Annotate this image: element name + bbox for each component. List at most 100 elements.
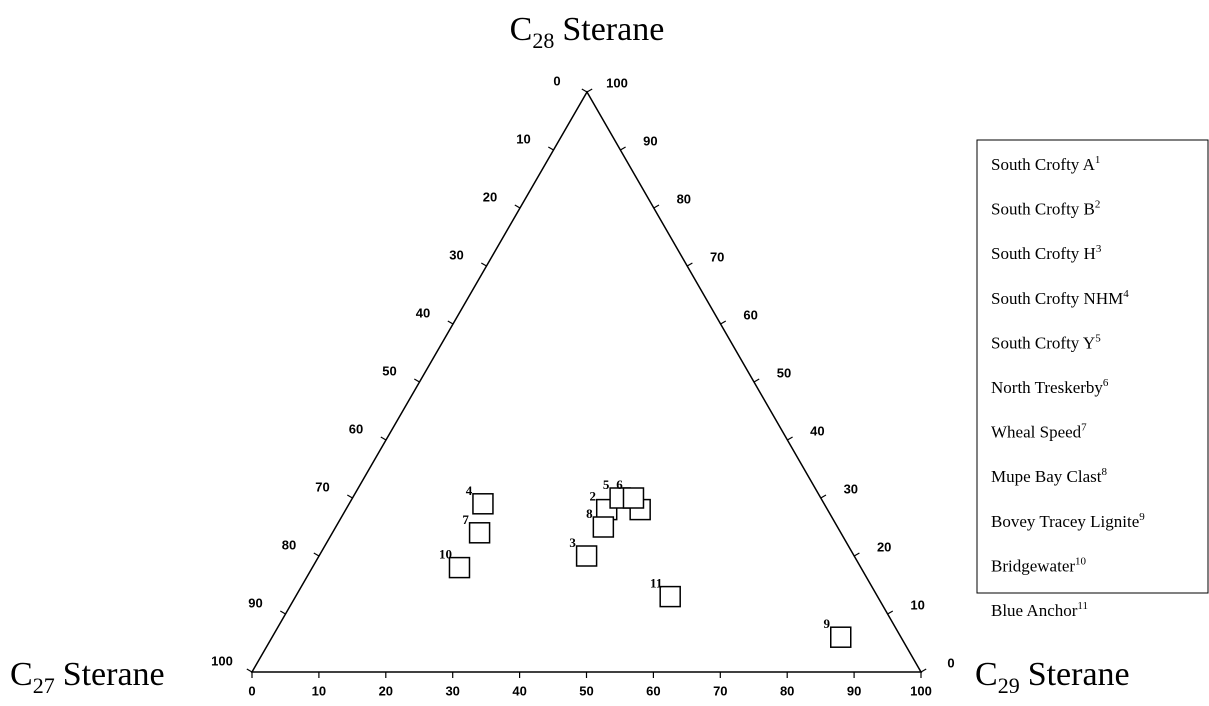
tick-label: 40 bbox=[810, 423, 824, 438]
legend-name: South Crofty NHM bbox=[991, 289, 1123, 308]
tick-label: 90 bbox=[847, 683, 861, 698]
legend-name: South Crofty H bbox=[991, 244, 1096, 263]
tick-mark bbox=[920, 668, 927, 673]
point-label: 8 bbox=[586, 506, 593, 521]
tick-label: 50 bbox=[382, 363, 396, 378]
tick-label: 10 bbox=[516, 131, 530, 146]
legend-superscript: 4 bbox=[1123, 287, 1129, 299]
tick-label: 20 bbox=[379, 683, 393, 698]
title-prefix: C bbox=[975, 656, 998, 693]
tick-label: 10 bbox=[910, 597, 924, 612]
point-label: 4 bbox=[466, 483, 473, 498]
tick-mark bbox=[414, 378, 420, 383]
tick-label: 50 bbox=[579, 683, 593, 698]
legend-entry: South Crofty B2 bbox=[991, 198, 1100, 218]
tick-label: 80 bbox=[780, 683, 794, 698]
triangle bbox=[250, 90, 923, 673]
legend-superscript: 5 bbox=[1095, 332, 1101, 344]
legend-superscript: 7 bbox=[1081, 421, 1087, 433]
title-subscript: 28 bbox=[532, 28, 554, 53]
legend-box bbox=[976, 139, 1209, 594]
data-point bbox=[830, 626, 852, 648]
tick-label: 60 bbox=[646, 683, 660, 698]
data-point bbox=[592, 516, 615, 538]
tick-label: 80 bbox=[677, 191, 691, 206]
data-point bbox=[468, 522, 491, 544]
legend-superscript: 2 bbox=[1095, 198, 1101, 210]
legend-entry: South Crofty A1 bbox=[991, 154, 1100, 174]
top-axis-title: C28 Sterane bbox=[510, 11, 665, 53]
tick-label: 60 bbox=[349, 421, 363, 436]
tick-label: 20 bbox=[483, 189, 497, 204]
legend-superscript: 9 bbox=[1139, 510, 1145, 522]
legend-entry: Blue Anchor11 bbox=[991, 600, 1088, 620]
legend-name: South Crofty A bbox=[991, 155, 1096, 174]
legend-superscript: 8 bbox=[1102, 466, 1108, 478]
tick-label: 40 bbox=[512, 683, 526, 698]
data-point bbox=[622, 487, 645, 509]
point-label: 11 bbox=[650, 576, 662, 591]
tick-mark bbox=[586, 88, 593, 93]
tick-mark bbox=[887, 610, 894, 615]
point-label: 10 bbox=[439, 547, 452, 562]
tick-mark bbox=[581, 88, 588, 93]
title-prefix: C bbox=[510, 11, 533, 48]
right-axis-title: C29 Sterane bbox=[975, 656, 1130, 698]
legend-superscript: 1 bbox=[1095, 154, 1101, 166]
legend-entry: Mupe Bay Clast8 bbox=[991, 466, 1108, 486]
title-subscript: 29 bbox=[998, 673, 1020, 698]
title-name: Sterane bbox=[63, 656, 165, 693]
data-point bbox=[472, 493, 494, 515]
title-subscript: 27 bbox=[33, 673, 55, 698]
legend-entry: Bridgewater10 bbox=[991, 555, 1087, 575]
tick-mark bbox=[753, 378, 760, 383]
point-label: 9 bbox=[824, 616, 831, 631]
tick-mark bbox=[653, 204, 660, 209]
tick-label: 90 bbox=[248, 595, 262, 610]
legend-entry: Wheal Speed7 bbox=[991, 421, 1087, 441]
tick-label: 30 bbox=[844, 481, 858, 496]
tick-label: 0 bbox=[947, 655, 954, 670]
tick-mark bbox=[313, 552, 320, 557]
legend-name: South Crofty Y bbox=[991, 333, 1095, 352]
tick-label: 80 bbox=[282, 537, 296, 552]
tick-label: 30 bbox=[445, 683, 459, 698]
tick-label: 30 bbox=[449, 247, 463, 262]
data-point bbox=[448, 556, 471, 579]
legend-superscript: 3 bbox=[1096, 243, 1102, 255]
tick-mark bbox=[447, 320, 454, 325]
tick-label: 100 bbox=[910, 683, 932, 698]
left-axis-title: C27 Sterane bbox=[10, 656, 165, 698]
tick-mark bbox=[720, 320, 727, 325]
point-label: 6 bbox=[616, 477, 623, 492]
tick-mark bbox=[620, 146, 626, 151]
legend-superscript: 6 bbox=[1103, 377, 1109, 389]
tick-label: 90 bbox=[643, 133, 657, 148]
legend-entry: Bovey Tracey Lignite9 bbox=[991, 510, 1145, 530]
tick-label: 70 bbox=[713, 683, 727, 698]
tick-label: 10 bbox=[312, 683, 326, 698]
tick-label: 40 bbox=[416, 305, 430, 320]
tick-label: 100 bbox=[606, 75, 628, 90]
legend-superscript: 11 bbox=[1077, 600, 1088, 612]
tick-mark bbox=[280, 610, 286, 615]
tick-label: 100 bbox=[211, 653, 233, 668]
tick-label: 60 bbox=[743, 307, 757, 322]
title-name: Sterane bbox=[562, 11, 664, 48]
tick-mark bbox=[514, 204, 521, 209]
legend-entry: South Crofty NHM4 bbox=[991, 287, 1129, 307]
title-prefix: C bbox=[10, 656, 33, 693]
tick-label: 70 bbox=[710, 249, 724, 264]
tick-mark bbox=[246, 668, 253, 673]
point-label: 2 bbox=[589, 489, 596, 504]
legend-name: Wheal Speed bbox=[991, 423, 1082, 442]
tick-label: 0 bbox=[553, 73, 560, 88]
tick-mark bbox=[548, 146, 554, 151]
point-label: 7 bbox=[462, 512, 469, 527]
legend-entry: South Crofty Y5 bbox=[991, 332, 1101, 352]
legend-superscript: 10 bbox=[1075, 555, 1087, 567]
tick-mark bbox=[481, 262, 487, 267]
tick-mark bbox=[820, 494, 827, 499]
legend-name: Bridgewater bbox=[991, 556, 1075, 575]
